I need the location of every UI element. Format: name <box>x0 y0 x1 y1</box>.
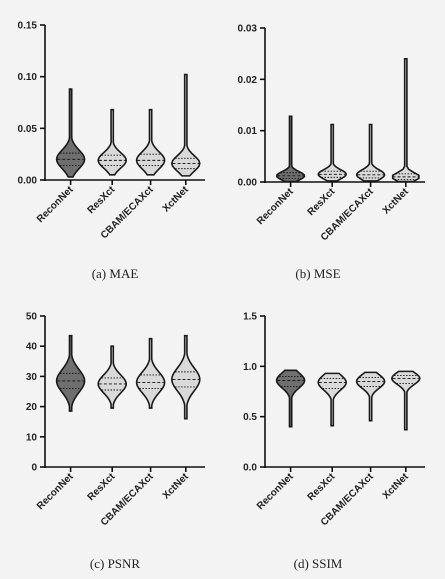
y-tick-label: 10 <box>26 432 38 443</box>
y-tick-label: 30 <box>26 372 38 383</box>
panel-caption: (c) PSNR <box>90 556 141 571</box>
y-tick-label: 0.05 <box>18 124 38 135</box>
violin-reconnet <box>275 369 306 428</box>
violin-xctnet <box>170 73 201 177</box>
x-tick-label: XctNet <box>381 471 412 502</box>
x-tick-label: ReconNet <box>255 471 296 512</box>
y-tick-label: 0.15 <box>18 21 38 32</box>
violin-xctnet <box>390 370 421 431</box>
panel-caption: (d) SSIM <box>294 556 343 571</box>
x-tick-label: ReconNet <box>255 186 296 227</box>
violin-resxct <box>97 345 127 409</box>
violin-reconnet <box>55 334 86 412</box>
x-tick-label: XctNet <box>161 471 192 502</box>
violin-xctnet <box>391 58 420 183</box>
y-tick-label: 0 <box>31 463 37 474</box>
panel-caption: (a) MAE <box>92 266 139 281</box>
violin-cbam-ecaxct <box>355 371 386 422</box>
y-tick-label: 50 <box>26 312 38 323</box>
violin-resxct <box>317 123 348 182</box>
violin-resxct <box>317 372 348 427</box>
y-tick-label: 0.5 <box>243 412 257 423</box>
x-tick-label: XctNet <box>161 184 192 215</box>
y-tick-label: 20 <box>26 402 38 413</box>
y-tick-label: 1.5 <box>243 312 257 323</box>
x-tick-label: ReconNet <box>35 471 76 512</box>
x-tick-label: XctNet <box>381 186 412 217</box>
x-tick-label: ResXct <box>306 471 338 503</box>
y-tick-label: 0.00 <box>238 178 258 189</box>
panel-caption: (b) MSE <box>295 266 340 281</box>
violin-cbam-ecaxct <box>135 337 166 409</box>
violin-reconnet <box>55 88 86 178</box>
y-tick-label: 0.01 <box>238 126 258 137</box>
violin-reconnet <box>276 115 306 183</box>
violin-cbam-ecaxct <box>355 123 386 182</box>
violin-xctnet <box>170 334 201 420</box>
x-tick-label: ResXct <box>86 471 118 503</box>
x-tick-label: ResXct <box>306 186 338 218</box>
y-tick-label: 40 <box>26 342 38 353</box>
y-tick-label: 0.00 <box>18 176 38 187</box>
violin-cbam-ecaxct <box>135 108 166 176</box>
violin-resxct <box>97 108 128 176</box>
y-tick-label: 0.02 <box>238 75 258 86</box>
x-tick-label: ReconNet <box>35 184 76 225</box>
y-tick-label: 0.0 <box>243 463 257 474</box>
x-tick-label: ResXct <box>86 184 118 216</box>
y-tick-label: 0.10 <box>18 72 38 83</box>
y-tick-label: 1.0 <box>243 362 257 373</box>
y-tick-label: 0.03 <box>238 24 258 35</box>
